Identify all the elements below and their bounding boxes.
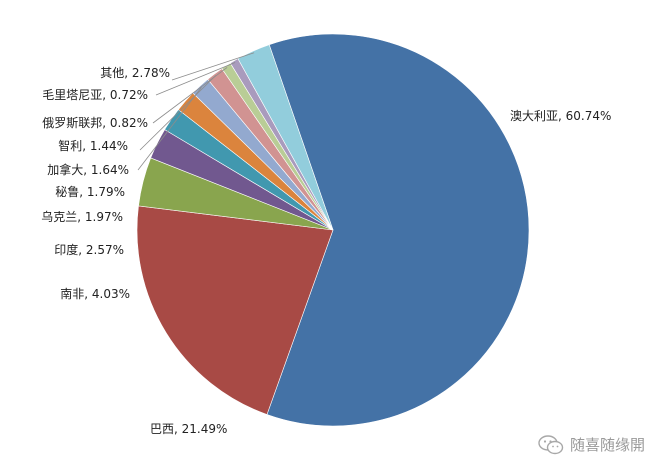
data-label-3: 印度, 2.57%: [54, 242, 124, 257]
pie-slice-10: [237, 44, 334, 231]
data-label-9: 毛里塔尼亚, 0.72%: [42, 88, 148, 102]
data-label-8: 俄罗斯联邦, 0.82%: [42, 116, 148, 130]
data-label-2: 南非, 4.03%: [60, 286, 130, 301]
data-label-10: 其他, 2.78%: [100, 66, 170, 80]
watermark: 随喜随缘開: [538, 434, 645, 455]
wechat-icon: [538, 434, 564, 454]
watermark-text: 随喜随缘開: [569, 436, 645, 454]
data-label-0: 澳大利亚, 60.74%: [510, 109, 611, 123]
data-label-1: 巴西, 21.49%: [150, 422, 227, 436]
leader-line-6: [137, 87, 202, 171]
leader-line-8: [152, 67, 228, 124]
pie-slice-0: [266, 33, 530, 427]
leader-line-10: [171, 52, 255, 81]
pie-slice-1: [136, 205, 334, 415]
leader-line-7: [139, 75, 217, 151]
data-label-4: 乌克兰, 1.97%: [41, 209, 123, 224]
data-label-6: 加拿大, 1.64%: [47, 162, 129, 177]
leader-line-9: [155, 62, 236, 96]
data-label-5: 秘鲁, 1.79%: [55, 185, 125, 199]
data-label-7: 智利, 1.44%: [58, 138, 128, 153]
